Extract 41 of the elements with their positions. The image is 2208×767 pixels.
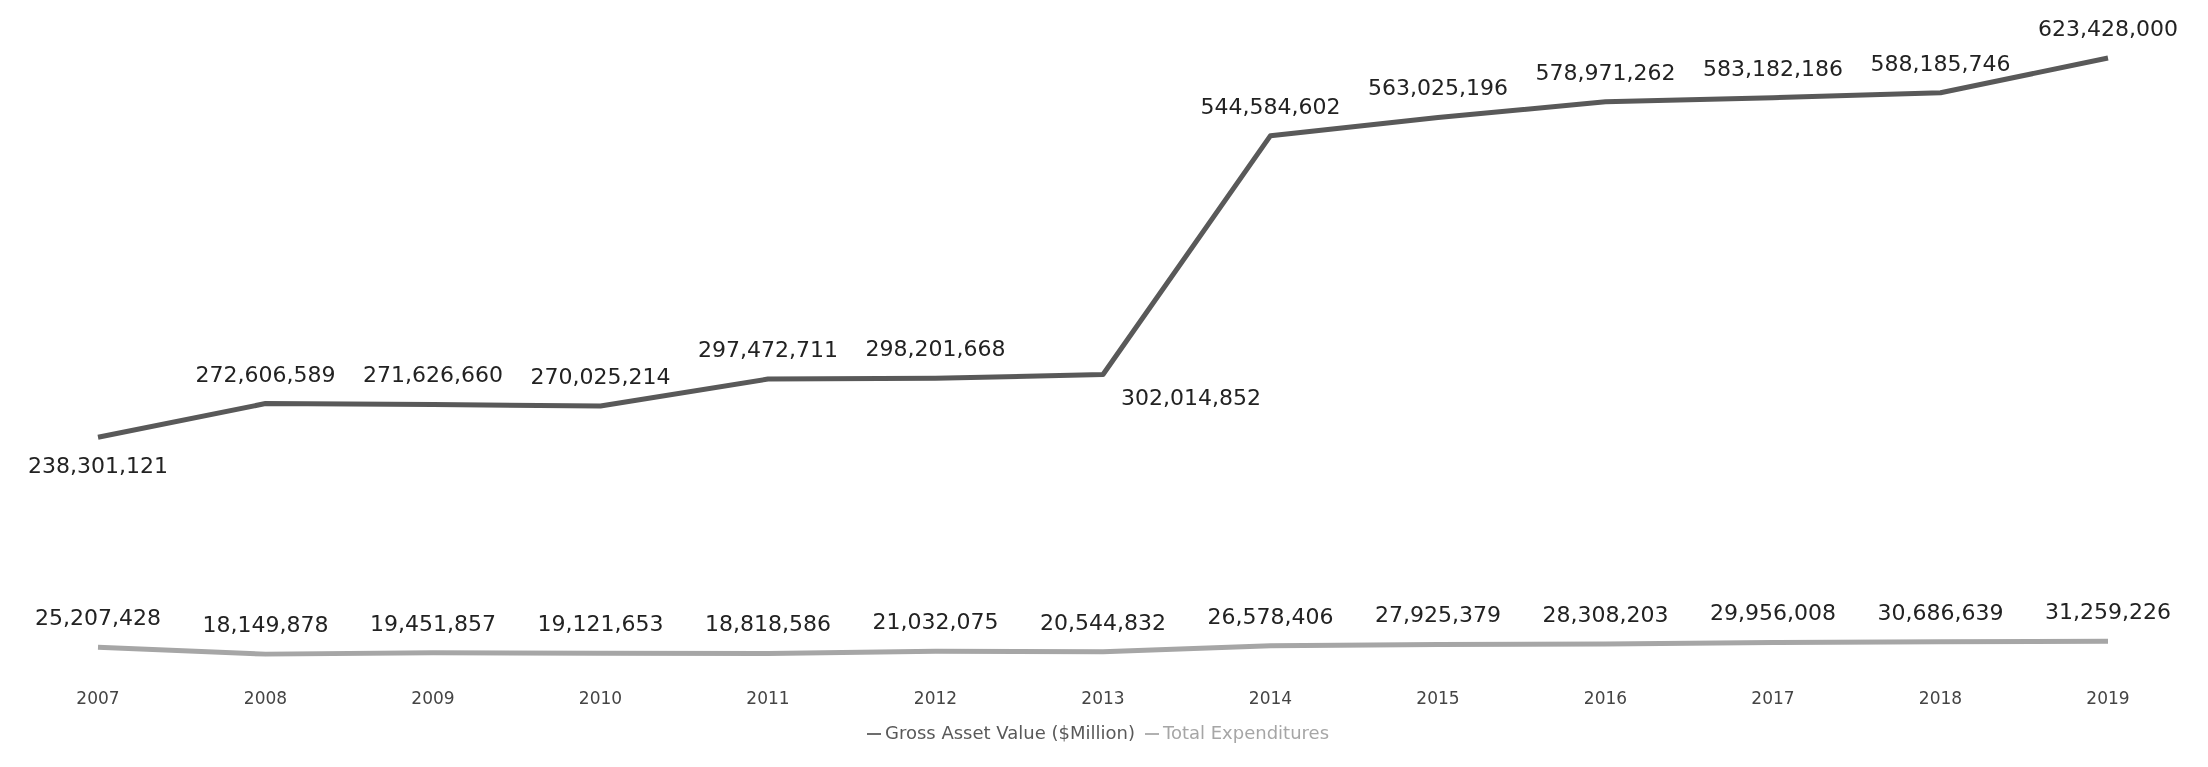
x-tick-label: 2017 xyxy=(1751,688,1795,709)
x-tick-label: 2012 xyxy=(913,688,958,709)
data-label: 544,584,602 xyxy=(1200,93,1341,119)
x-tick-label: 2008 xyxy=(243,688,288,709)
x-tick-label: 2013 xyxy=(1081,688,1125,709)
data-label: 272,606,589 xyxy=(195,361,336,387)
data-label: 298,201,668 xyxy=(865,336,1006,362)
x-tick-label: 2014 xyxy=(1248,688,1293,709)
x-tick-label: 2011 xyxy=(746,688,790,709)
x-tick-label: 2018 xyxy=(1918,688,1963,709)
x-tick-label: 2009 xyxy=(411,688,455,709)
x-tick-label: 2016 xyxy=(1583,688,1628,709)
data-label: 297,472,711 xyxy=(698,337,838,363)
data-label: 270,025,214 xyxy=(530,364,671,390)
data-label: 27,925,379 xyxy=(1375,602,1501,628)
data-label: 563,025,196 xyxy=(1368,75,1508,101)
data-label: 302,014,852 xyxy=(1121,384,1261,410)
data-label: 583,182,186 xyxy=(1703,55,1843,81)
data-label: 20,544,832 xyxy=(1040,609,1166,635)
data-label: 18,818,586 xyxy=(705,611,831,637)
data-label: 28,308,203 xyxy=(1542,602,1669,628)
data-label: 18,149,878 xyxy=(202,612,329,638)
legend-label: Gross Asset Value ($Million) xyxy=(884,722,1135,743)
x-tick-label: 2015 xyxy=(1416,688,1460,709)
data-label: 578,971,262 xyxy=(1535,59,1676,85)
data-label: 31,259,226 xyxy=(2045,599,2171,625)
data-label: 588,185,746 xyxy=(1870,50,2011,76)
data-label: 30,686,639 xyxy=(1877,599,2004,625)
x-tick-label: 2019 xyxy=(2086,688,2130,709)
legend-label: Total Expenditures xyxy=(1162,722,1330,743)
x-tick-label: 2007 xyxy=(76,688,120,709)
data-label: 238,301,121 xyxy=(28,453,168,479)
data-label: 271,626,660 xyxy=(363,362,503,388)
data-label: 19,121,653 xyxy=(537,611,664,637)
data-label: 623,428,000 xyxy=(2038,16,2178,41)
data-label: 19,451,857 xyxy=(370,610,496,636)
data-label: 21,032,075 xyxy=(872,609,999,635)
data-label: 25,207,428 xyxy=(35,605,161,631)
data-label: 29,956,008 xyxy=(1710,600,1836,626)
data-label: 26,578,406 xyxy=(1207,603,1334,629)
x-tick-label: 2010 xyxy=(578,688,623,709)
